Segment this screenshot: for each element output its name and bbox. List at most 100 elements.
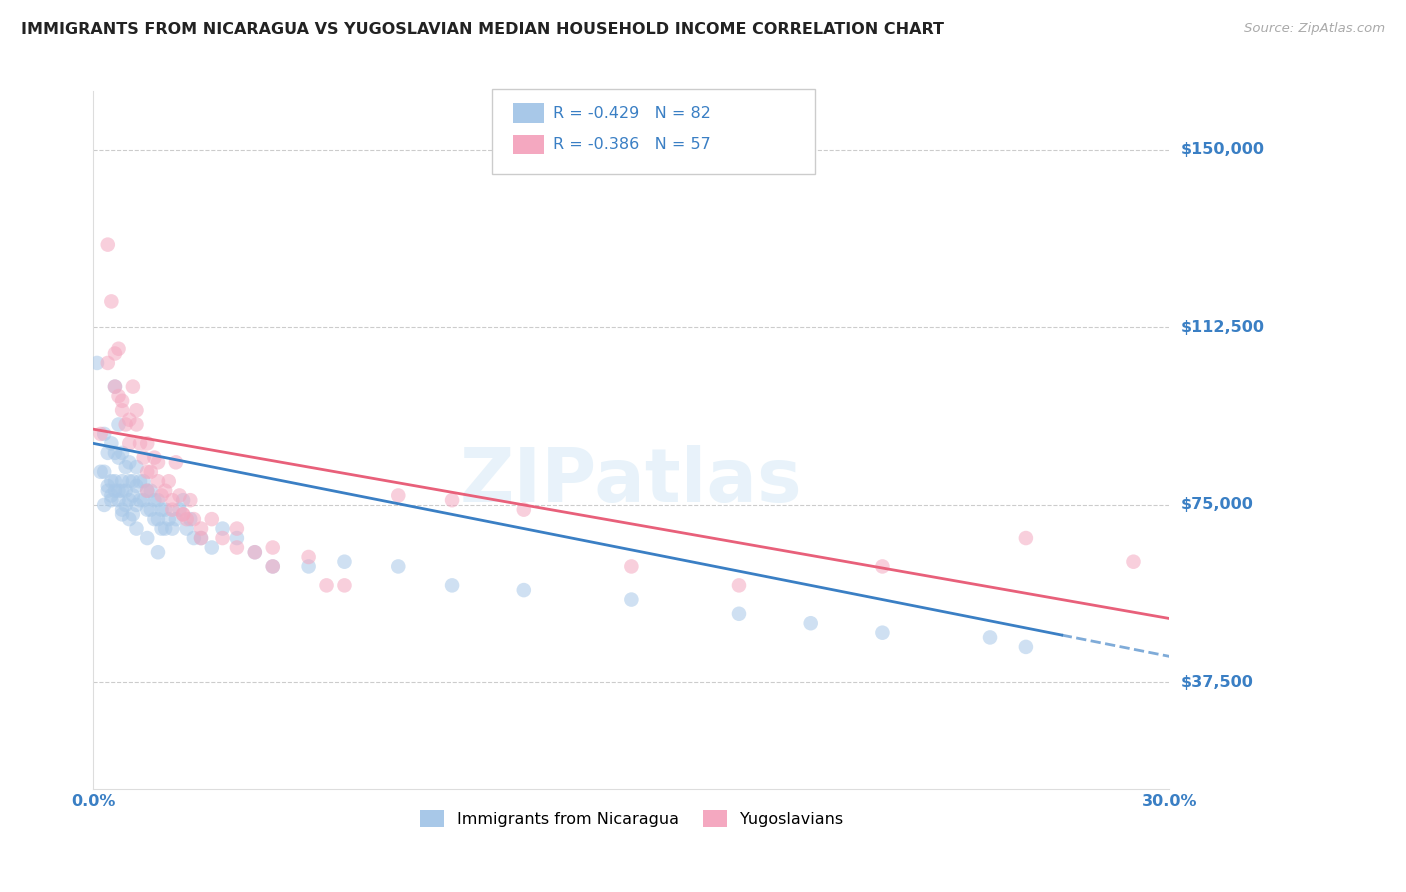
Point	[157, 512, 180, 526]
Point	[183, 531, 205, 545]
Point	[136, 531, 159, 545]
Point	[100, 294, 122, 309]
Point	[90, 465, 112, 479]
Point	[118, 413, 141, 427]
Point	[104, 379, 127, 393]
Point	[157, 475, 180, 489]
Point	[225, 531, 247, 545]
Point	[132, 475, 155, 489]
Point	[122, 488, 145, 502]
Point	[107, 493, 129, 508]
Point	[114, 417, 136, 432]
Point	[387, 488, 409, 502]
Point	[315, 578, 337, 592]
Point	[114, 498, 136, 512]
Point	[225, 522, 247, 536]
Point	[201, 512, 224, 526]
Point	[172, 508, 194, 522]
Point	[107, 389, 129, 403]
Point	[243, 545, 266, 559]
Point	[513, 502, 536, 516]
Text: R = -0.429   N = 82: R = -0.429 N = 82	[553, 106, 710, 120]
Point	[387, 559, 409, 574]
Point	[118, 455, 141, 469]
Point	[172, 508, 194, 522]
Point	[243, 545, 266, 559]
Point	[165, 512, 187, 526]
Point	[136, 502, 159, 516]
Text: $75,000: $75,000	[1181, 498, 1253, 512]
Point	[132, 450, 155, 465]
Point	[100, 493, 122, 508]
Point	[97, 446, 120, 460]
Text: R = -0.386   N = 57: R = -0.386 N = 57	[553, 137, 710, 152]
Point	[190, 531, 212, 545]
Point	[620, 559, 643, 574]
Text: $150,000: $150,000	[1181, 143, 1264, 158]
Point	[139, 465, 162, 479]
Point	[162, 502, 184, 516]
Point	[111, 508, 134, 522]
Point	[1015, 531, 1038, 545]
Point	[728, 578, 751, 592]
Point	[104, 346, 127, 360]
Point	[104, 475, 127, 489]
Point	[190, 522, 212, 536]
Point	[172, 493, 194, 508]
Point	[100, 475, 122, 489]
Point	[97, 237, 120, 252]
Point	[262, 559, 284, 574]
Point	[139, 502, 162, 516]
Point	[169, 502, 191, 516]
Point	[262, 541, 284, 555]
Point	[111, 483, 134, 498]
Point	[176, 522, 198, 536]
Point	[136, 483, 159, 498]
Point	[153, 522, 176, 536]
Point	[176, 512, 198, 526]
Text: $37,500: $37,500	[1181, 675, 1253, 690]
Point	[441, 493, 464, 508]
Point	[297, 549, 319, 564]
Point	[125, 417, 148, 432]
Point	[100, 488, 122, 502]
Point	[118, 436, 141, 450]
Point	[104, 446, 127, 460]
Point	[104, 483, 127, 498]
Point	[97, 479, 120, 493]
Point	[146, 493, 169, 508]
Point	[333, 555, 356, 569]
Point	[125, 460, 148, 475]
Point	[122, 379, 145, 393]
Point	[129, 436, 152, 450]
Point	[129, 493, 152, 508]
Point	[146, 475, 169, 489]
Point	[111, 403, 134, 417]
Text: ZIPatlas: ZIPatlas	[460, 445, 803, 518]
Point	[114, 460, 136, 475]
Point	[90, 426, 112, 441]
Point	[211, 531, 233, 545]
Point	[153, 483, 176, 498]
Point	[143, 450, 166, 465]
Point	[107, 342, 129, 356]
Point	[179, 493, 201, 508]
Point	[86, 356, 108, 370]
Point	[190, 531, 212, 545]
Legend: Immigrants from Nicaragua, Yugoslavians: Immigrants from Nicaragua, Yugoslavians	[413, 804, 849, 833]
Point	[111, 502, 134, 516]
Point	[136, 436, 159, 450]
Point	[150, 488, 173, 502]
Point	[118, 493, 141, 508]
Point	[97, 483, 120, 498]
Point	[728, 607, 751, 621]
Point	[125, 479, 148, 493]
Point	[201, 541, 224, 555]
Point	[165, 455, 187, 469]
Point	[979, 631, 1001, 645]
Point	[150, 502, 173, 516]
Point	[118, 512, 141, 526]
Text: IMMIGRANTS FROM NICARAGUA VS YUGOSLAVIAN MEDIAN HOUSEHOLD INCOME CORRELATION CHA: IMMIGRANTS FROM NICARAGUA VS YUGOSLAVIAN…	[21, 22, 943, 37]
Point	[100, 436, 122, 450]
Point	[179, 512, 201, 526]
